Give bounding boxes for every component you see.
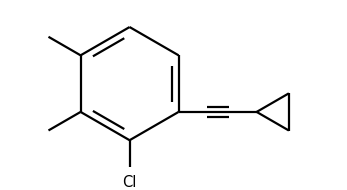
Text: Cl: Cl (122, 175, 137, 190)
